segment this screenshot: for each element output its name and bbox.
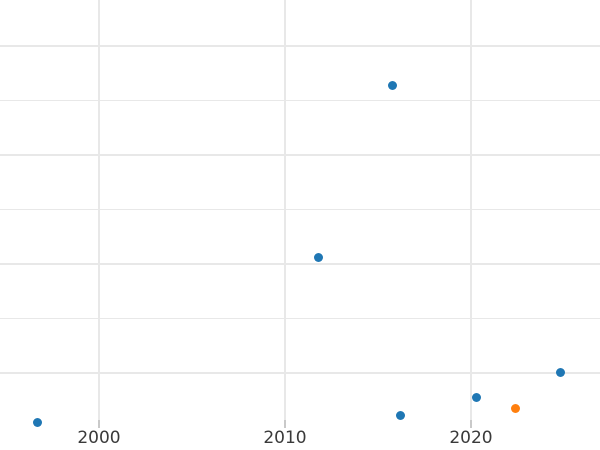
x-tick-mark <box>470 420 472 428</box>
data-point-series-blue <box>388 80 398 90</box>
h-gridline <box>0 263 600 265</box>
h-gridline <box>0 154 600 156</box>
data-point-series-blue <box>555 367 565 377</box>
v-gridline <box>470 0 472 420</box>
v-gridline <box>284 0 286 420</box>
x-tick-mark <box>98 420 100 428</box>
x-tick-label: 2010 <box>263 428 307 448</box>
h-gridline <box>0 208 600 211</box>
data-point-series-blue <box>472 393 482 403</box>
h-gridline <box>0 317 600 320</box>
x-tick-label: 2020 <box>449 428 493 448</box>
data-point-series-blue <box>313 252 323 262</box>
data-point-series-blue <box>33 417 43 427</box>
x-tick-mark <box>284 420 286 428</box>
v-gridline <box>98 0 100 420</box>
h-gridline <box>0 99 600 102</box>
h-gridline <box>0 372 600 374</box>
x-tick-label: 2000 <box>77 428 121 448</box>
data-point-series-blue <box>395 411 405 420</box>
data-point-series-orange <box>511 404 521 414</box>
h-gridline <box>0 45 600 47</box>
